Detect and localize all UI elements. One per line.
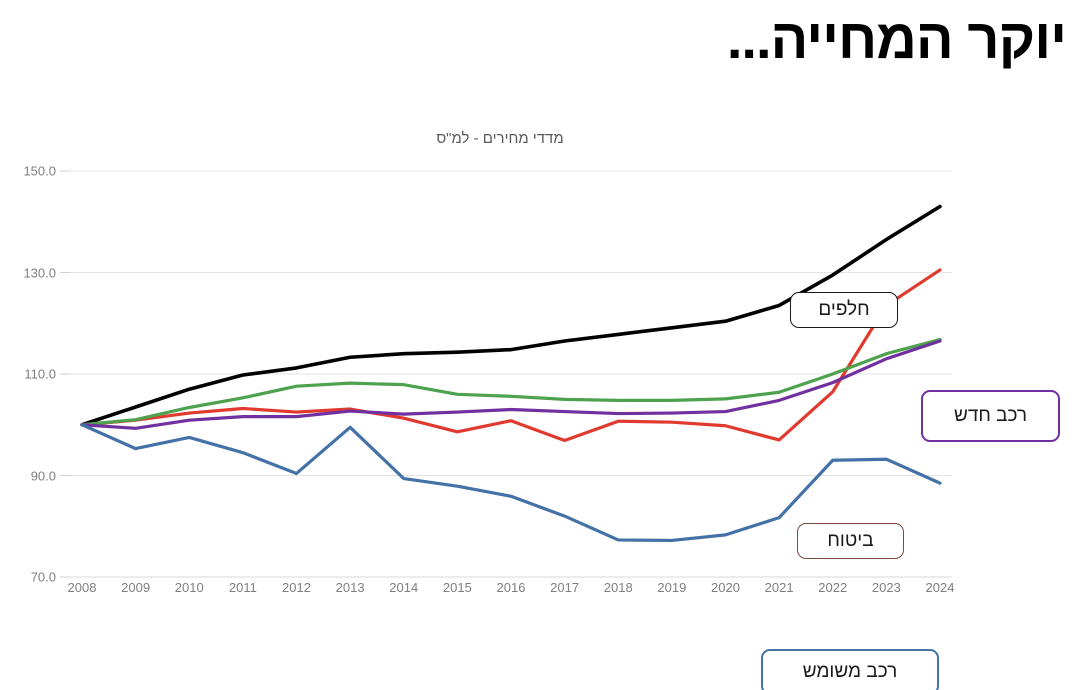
chart-title: מדדי מחירים - למ"ס <box>436 130 564 147</box>
x-axis-tick-label: 2009 <box>121 580 151 595</box>
x-axis-tick-label: 2015 <box>442 580 472 595</box>
callout-new-vehicle[interactable]: רכב חדש <box>921 390 1060 442</box>
y-axis-tick-label: 150.0 <box>23 163 56 179</box>
x-axis-tick-label: 2018 <box>603 580 633 595</box>
x-axis-tick-label: 2022 <box>818 580 848 595</box>
series-line <box>80 339 942 430</box>
y-axis-tick-label: 130.0 <box>23 265 56 280</box>
callout-spare-parts-label: חלפים <box>818 299 870 320</box>
callout-insurance[interactable]: ביטוח <box>797 523 904 559</box>
y-axis-tick-label: 90.0 <box>30 468 56 483</box>
series-line <box>80 268 942 443</box>
x-axis-tick-label: 2011 <box>228 580 257 595</box>
y-axis-tick-marks <box>60 170 70 578</box>
callout-used-vehicle-label: רכב משומש <box>802 661 898 682</box>
x-axis-tick-label: 2024 <box>925 580 955 595</box>
series-lines <box>80 204 942 543</box>
x-axis-tick-label: 2019 <box>657 580 687 595</box>
x-axis-tick-label: 2023 <box>871 580 901 595</box>
series-line <box>80 337 942 427</box>
callout-new-vehicle-label: רכב חדש <box>953 405 1028 426</box>
chart-plot-area <box>60 170 952 578</box>
y-axis-tick-label: 110.0 <box>24 366 56 382</box>
x-axis-tick-label: 2017 <box>550 580 580 595</box>
series-line <box>80 423 942 543</box>
x-axis-tick-label: 2020 <box>711 580 740 595</box>
x-axis-tick-label: 2010 <box>174 580 204 595</box>
x-axis-tick-label: 2014 <box>389 580 419 595</box>
x-axis-tick-label: 2016 <box>496 580 526 595</box>
callout-insurance-label: ביטוח <box>827 530 874 551</box>
callout-used-vehicle[interactable]: רכב משומש <box>761 649 939 690</box>
y-axis-tick-label: 70.0 <box>30 569 56 585</box>
x-axis-tick-label: 2021 <box>764 580 794 595</box>
x-axis-tick-label: 2012 <box>282 580 311 595</box>
x-axis-tick-label: 2008 <box>67 580 97 595</box>
callout-spare-parts[interactable]: חלפים <box>790 292 898 328</box>
slide-title: יוקר המחייה... <box>726 7 1067 70</box>
price-index-chart: מדדי מחירים - למ"ס 70.0 90.0 110.0 130.0 150… <box>0 118 1088 690</box>
x-axis-tick-label: 2013 <box>335 580 365 595</box>
gridlines <box>70 170 952 578</box>
